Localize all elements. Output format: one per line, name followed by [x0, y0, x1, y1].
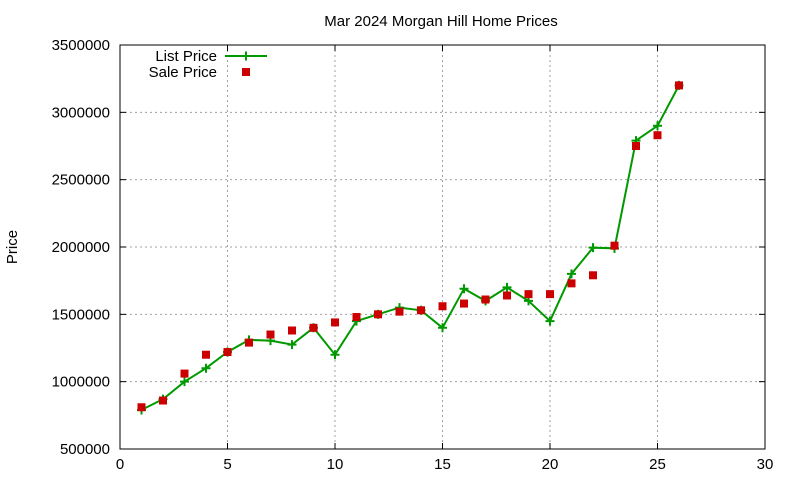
sale-price-point [589, 271, 597, 280]
chart-title: Mar 2024 Morgan Hill Home Prices [324, 13, 557, 30]
legend-plus-marker [241, 51, 251, 61]
sale-price-point [331, 318, 339, 327]
x-tick-label: 20 [542, 456, 559, 473]
sale-price-point [266, 330, 275, 339]
y-tick-label: 3000000 [52, 104, 110, 121]
x-tick-label: 5 [223, 456, 231, 473]
list-price-point [330, 350, 340, 360]
sale-price-point [524, 290, 533, 299]
sale-price-point [223, 348, 232, 357]
x-tick-label: 0 [116, 456, 124, 473]
list-price-point [201, 363, 211, 373]
y-tick-label: 500000 [60, 441, 110, 458]
y-tick-label: 3500000 [52, 37, 110, 54]
series-layer [137, 80, 684, 415]
sale-price-point [202, 350, 210, 359]
x-tick-label: 25 [649, 456, 666, 473]
axis-ticks: 0 5 10 15 20 25 30 500000 1000000 1500000 2000000 2… [52, 37, 774, 473]
sale-price-point [653, 131, 662, 140]
sale-price-point [675, 81, 683, 90]
list-price-point [459, 284, 469, 294]
sale-price-point [632, 142, 640, 150]
series-0 [137, 80, 684, 415]
sale-price-point [503, 291, 511, 300]
sale-price-point [159, 396, 167, 405]
series-1 [137, 81, 683, 412]
list-price-point [180, 377, 189, 387]
sale-price-point [546, 290, 554, 299]
sale-price-point [567, 279, 576, 288]
sale-price-point [417, 306, 425, 315]
x-tick-label: 15 [434, 456, 451, 473]
list-price-point [438, 323, 447, 333]
legend-label: List Price [155, 48, 217, 65]
x-tick-label: 10 [327, 456, 344, 473]
y-tick-label: 2500000 [52, 172, 110, 189]
y-tick-label: 1000000 [52, 374, 110, 391]
sale-price-point [481, 295, 490, 304]
sale-price-point [374, 310, 382, 319]
y-axis-label: Price [4, 230, 21, 264]
y-tick-label: 2000000 [52, 239, 110, 256]
legend-square-marker [242, 68, 250, 76]
y-tick-label: 1500000 [52, 306, 110, 323]
grid [120, 45, 765, 449]
list-price-point [588, 243, 598, 253]
sale-price-point [610, 241, 619, 250]
x-tick-label: 30 [757, 456, 774, 473]
sale-price-point [288, 326, 296, 335]
sale-price-point [245, 338, 253, 347]
sale-price-point [395, 307, 404, 316]
list-price-point [653, 121, 662, 131]
sale-price-point [180, 369, 189, 378]
legend-label: Sale Price [149, 64, 217, 81]
sale-price-point [137, 403, 146, 412]
list-price-point [567, 269, 576, 279]
list-price-line [141, 84, 680, 411]
sale-price-point [438, 302, 447, 311]
sale-price-point [352, 313, 361, 322]
sale-price-point [309, 323, 318, 332]
sale-price-point [460, 299, 468, 308]
list-price-point [545, 316, 555, 326]
list-price-point [287, 340, 297, 350]
list-price-point [502, 282, 512, 292]
